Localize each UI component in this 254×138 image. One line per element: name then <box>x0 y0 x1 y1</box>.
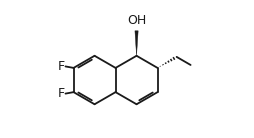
Polygon shape <box>135 31 138 56</box>
Text: OH: OH <box>128 14 147 27</box>
Text: F: F <box>58 87 65 100</box>
Text: F: F <box>58 60 65 73</box>
